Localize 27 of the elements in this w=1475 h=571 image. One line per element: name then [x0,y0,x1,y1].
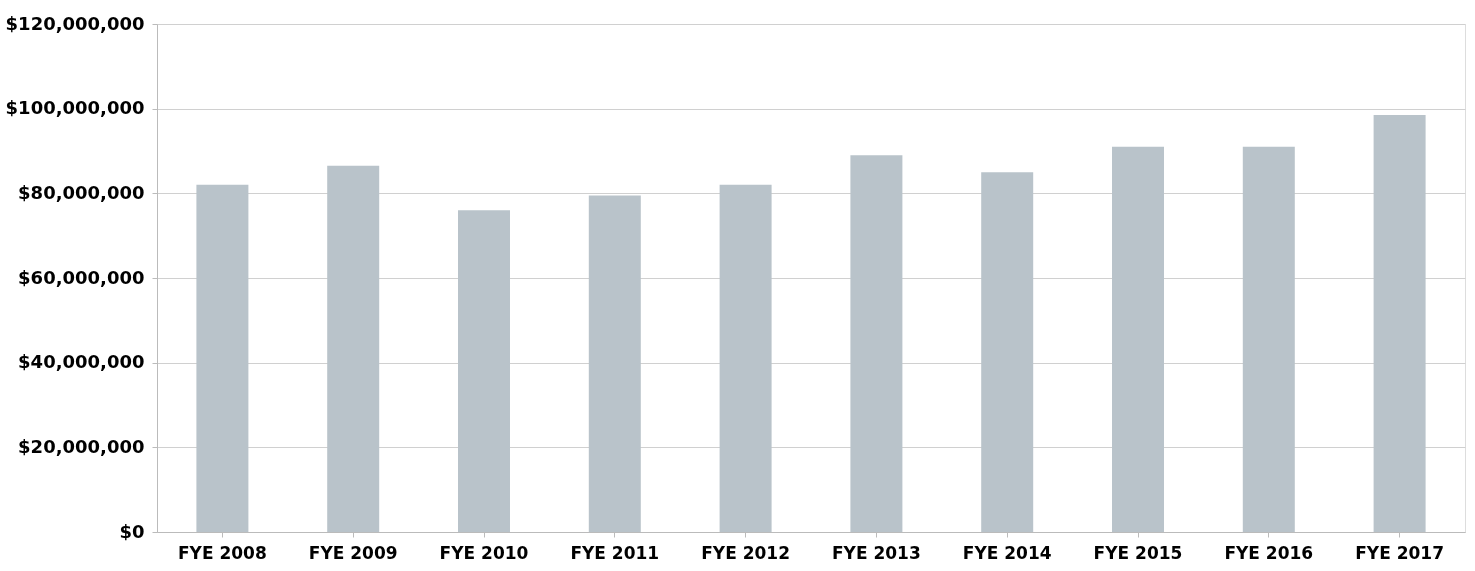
x-tick-label: FYE 2010 [439,542,529,563]
y-tick-label: $20,000,000 [18,435,145,457]
x-tick-label: FYE 2013 [832,542,921,563]
x-tick-label: FYE 2015 [1093,542,1183,563]
bar [588,195,641,532]
x-tick-label: FYE 2011 [570,542,660,563]
bar [327,165,380,532]
bar [458,210,510,532]
bar [196,184,249,532]
y-tick-label: $100,000,000 [5,97,145,119]
bar [850,155,903,532]
x-tick-label: FYE 2009 [308,542,398,563]
y-tick-label: $0 [119,520,145,542]
bar [1373,115,1426,532]
y-tick-label: $40,000,000 [18,351,145,373]
bar [1112,146,1164,532]
x-tick-label: FYE 2014 [962,542,1052,563]
bar [719,184,772,532]
x-tick-label: FYE 2012 [701,542,790,563]
x-tick-label: FYE 2016 [1224,542,1314,563]
y-tick-label: $60,000,000 [18,266,145,288]
x-tick-label: FYE 2008 [178,542,267,563]
y-tick-label: $80,000,000 [18,181,145,203]
x-tick-label: FYE 2017 [1355,542,1444,563]
bar [981,172,1034,532]
y-tick-label: $120,000,000 [5,12,145,34]
bar [1242,146,1295,532]
